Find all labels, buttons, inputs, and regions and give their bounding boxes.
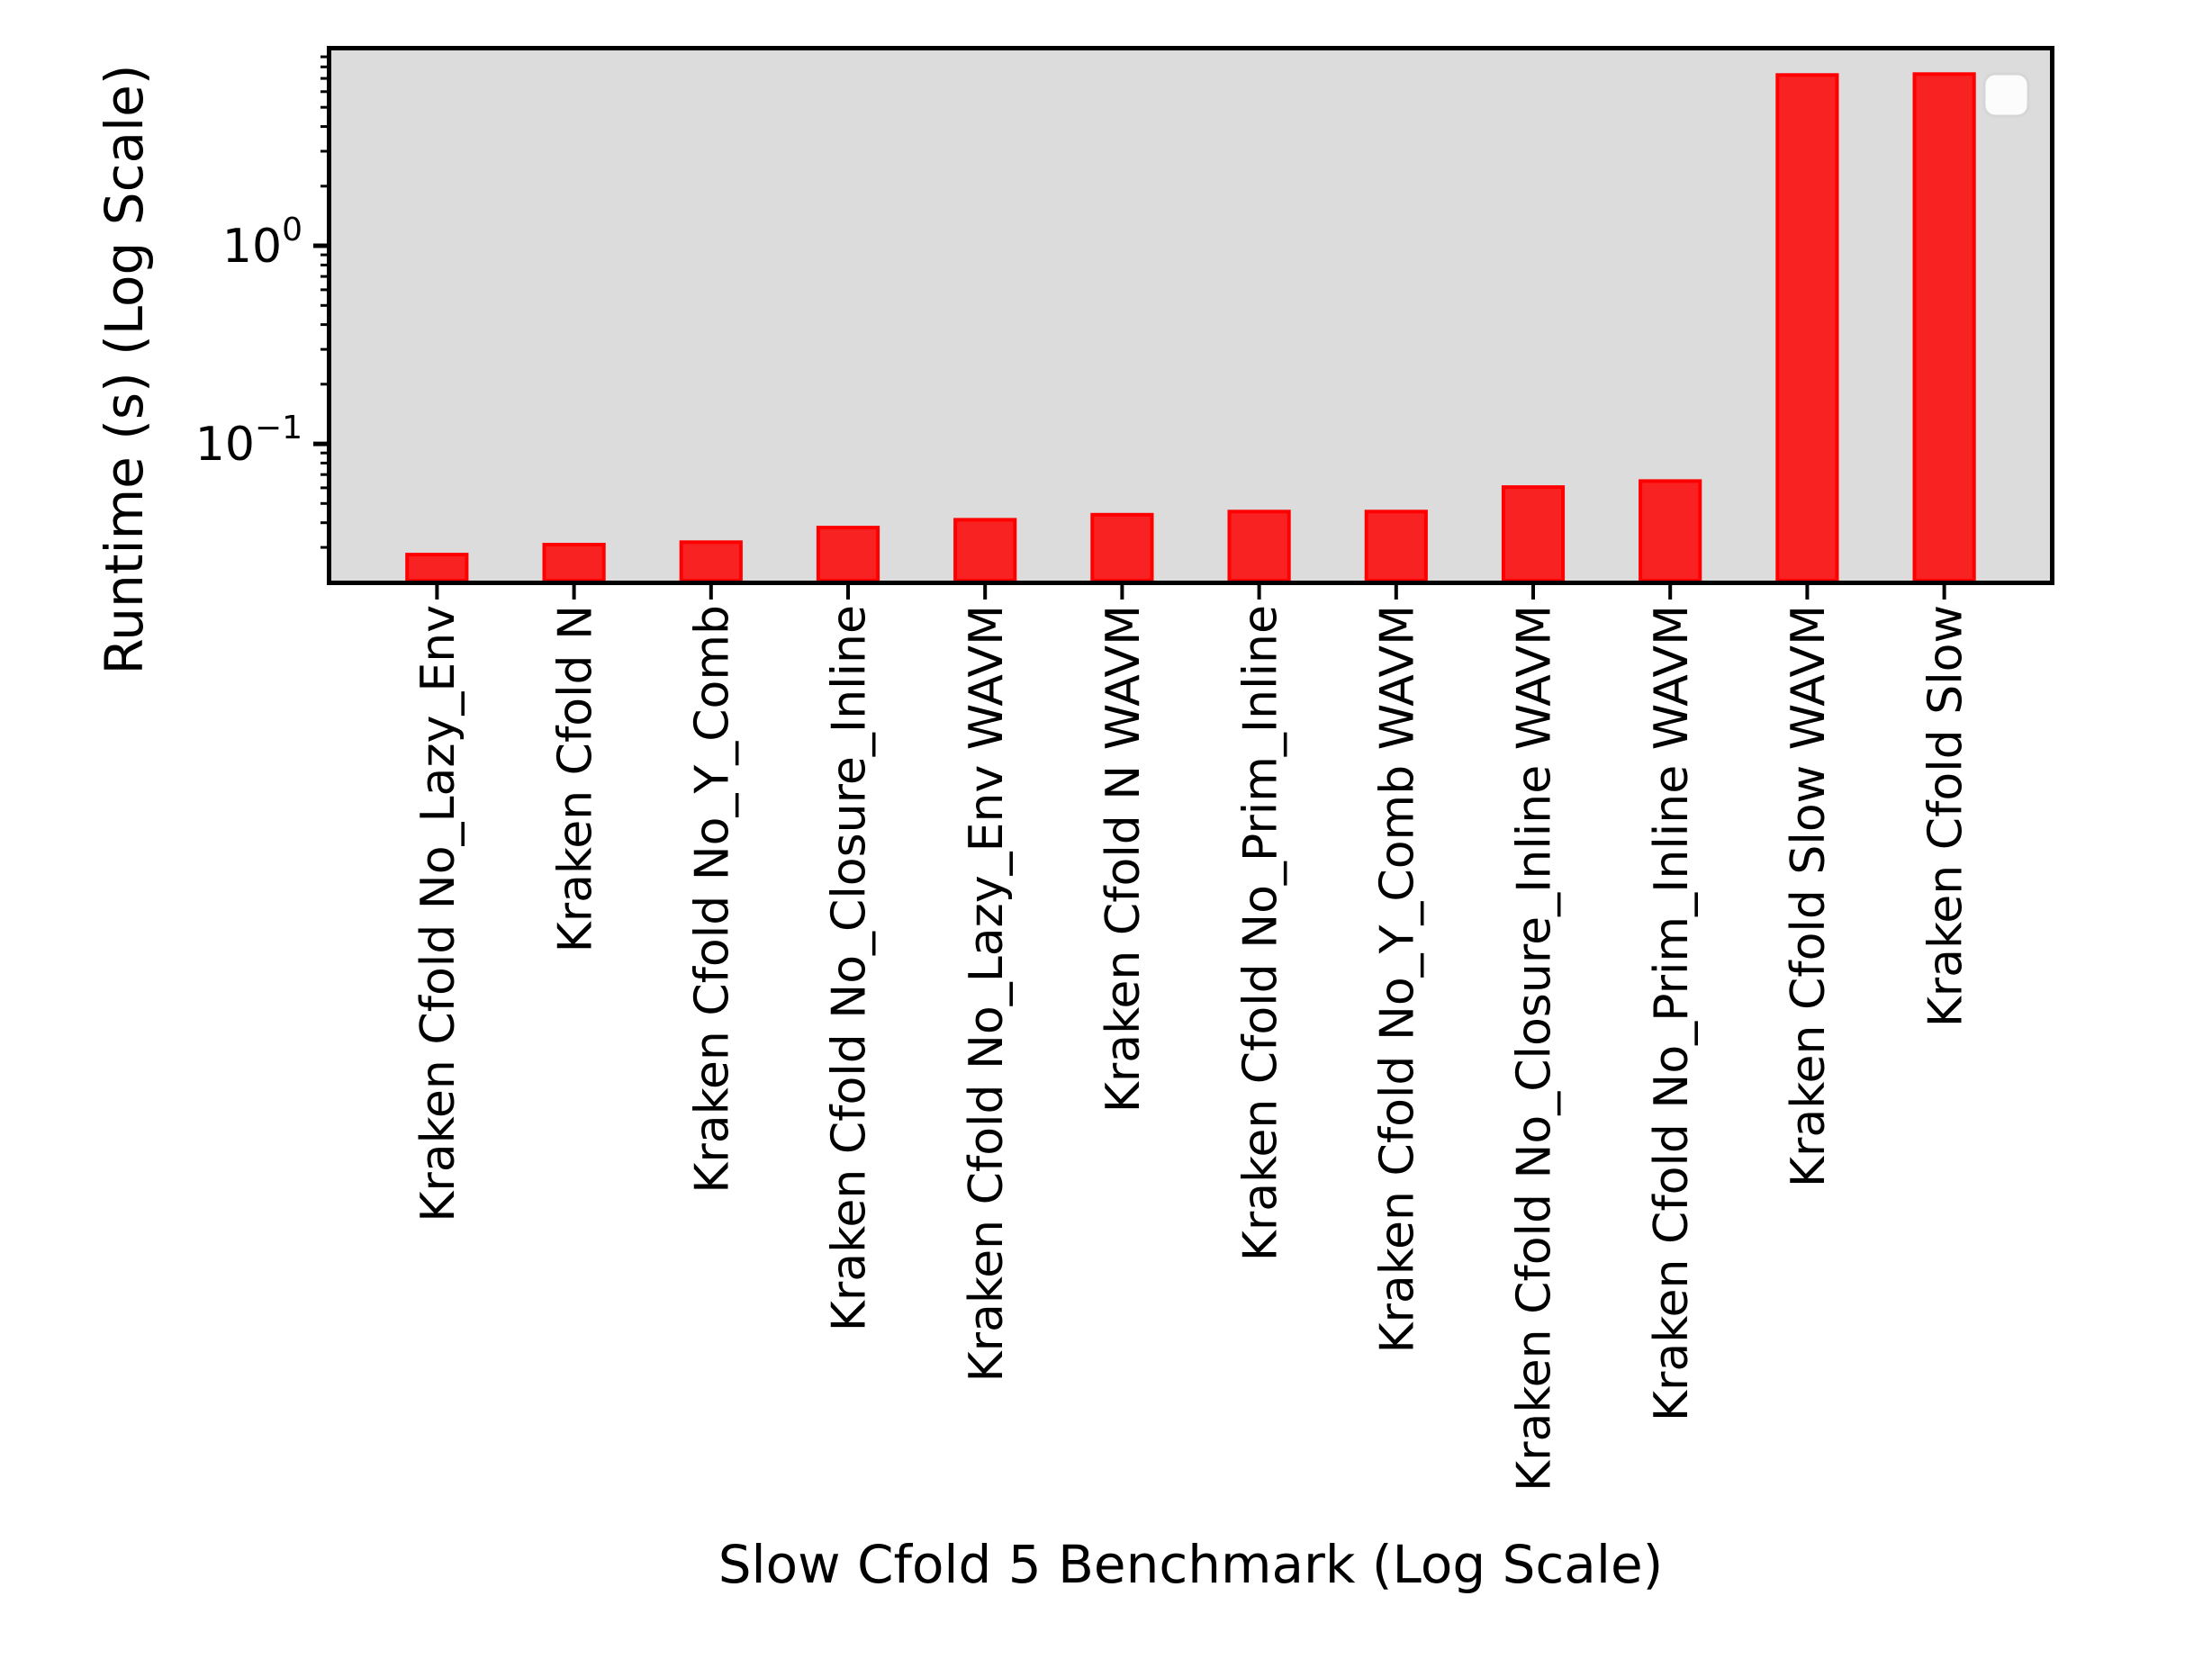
- x-tick-label: Kraken Cfold No_Prim_Inline: [1233, 605, 1287, 1261]
- bar: [1775, 73, 1839, 583]
- plot-area: [331, 50, 2050, 581]
- x-tick-label: Kraken Cfold No_Prim_Inline WAVM: [1645, 605, 1699, 1421]
- x-tick-label: Kraken Cfold No_Lazy_Env: [411, 605, 465, 1222]
- y-axis-label: Runtime (s) (Log Scale): [94, 65, 155, 675]
- x-tick-label: Kraken Cfold No_Y_Comb: [686, 605, 740, 1194]
- bar: [816, 526, 880, 582]
- bar: [1501, 485, 1566, 582]
- x-tick-label: Kraken Cfold Slow WAVM: [1782, 605, 1836, 1187]
- bar: [1364, 509, 1428, 582]
- legend-box: [1982, 72, 2030, 118]
- bar: [953, 518, 1017, 583]
- bar: [542, 543, 606, 582]
- y-tick-label: 100: [222, 212, 302, 274]
- tick-labels-layer: 100 10−1 Kraken Cfold No_Lazy_Env Kraken Cf…: [195, 212, 1973, 1492]
- x-tick-label: Kraken Cfold No_Y_Comb WAVM: [1371, 605, 1425, 1354]
- x-tick-label: Kraken Cfold No_Closure_Inline: [823, 605, 877, 1331]
- x-axis-label: Slow Cfold 5 Benchmark (Log Scale): [718, 1534, 1664, 1595]
- x-tick-label: Kraken Cfold No_Lazy_Env WAVM: [960, 605, 1014, 1382]
- x-tick-label: Kraken Cfold N WAVM: [1097, 605, 1151, 1113]
- ticks-layer: [313, 55, 1946, 600]
- x-tick-label: Kraken Cfold No_Closure_Inline WAVM: [1508, 605, 1562, 1492]
- bar: [1912, 72, 1976, 583]
- x-tick-label: Kraken Cfold N: [548, 605, 602, 952]
- bar: [1227, 509, 1291, 582]
- y-tick-label: 10−1: [195, 410, 302, 472]
- x-tick-label: Kraken Cfold Slow: [1919, 605, 1973, 1027]
- axes-frame: [327, 46, 2054, 585]
- bar: [1639, 479, 1702, 583]
- bar: [679, 540, 743, 582]
- bar: [1090, 512, 1154, 582]
- bar: [405, 553, 469, 582]
